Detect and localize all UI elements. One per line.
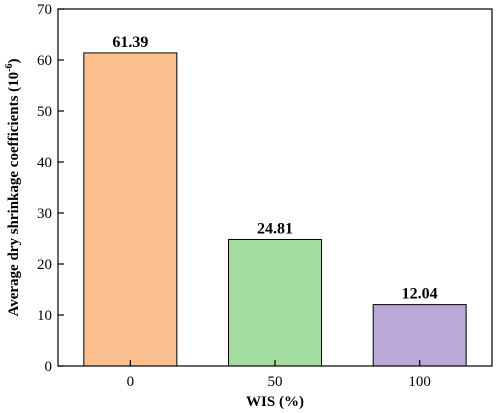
- x-axis-ticks: 0 50 100: [127, 360, 431, 390]
- y-tick-label: 30: [37, 206, 52, 222]
- bar-value-label: 61.39: [112, 34, 148, 51]
- y-tick-label: 50: [37, 104, 52, 120]
- y-axis-title-main: Average dry shrinkage coefficients (10: [6, 72, 22, 317]
- bar-100: [372, 304, 467, 367]
- y-tick-label: 40: [37, 155, 52, 171]
- y-axis-title-exponent: -6: [4, 63, 15, 71]
- y-tick-label: 20: [37, 257, 52, 273]
- y-tick-label: 10: [37, 308, 52, 324]
- bars: 61.39 24.81 12.04: [83, 34, 467, 367]
- bar-50: [228, 238, 322, 367]
- plot-frame: [57, 8, 493, 367]
- y-axis-title-close: ): [6, 58, 22, 63]
- y-tick-label: 60: [37, 53, 52, 69]
- y-tick-label: 70: [37, 2, 52, 18]
- bar-value-label: 12.04: [402, 286, 438, 303]
- x-tick-label: 50: [268, 374, 283, 390]
- x-axis-title: WIS (%): [246, 394, 304, 410]
- y-axis-ticks: 0 10 20 30 40 50 60 70: [37, 2, 64, 375]
- y-axis-title: Average dry shrinkage coefficients (10-6…: [4, 58, 22, 316]
- x-tick-label: 0: [127, 374, 135, 390]
- bar-0: [83, 52, 178, 367]
- bar-value-label: 24.81: [257, 220, 293, 237]
- x-tick-label: 100: [408, 374, 431, 390]
- y-tick-label: 0: [45, 359, 53, 375]
